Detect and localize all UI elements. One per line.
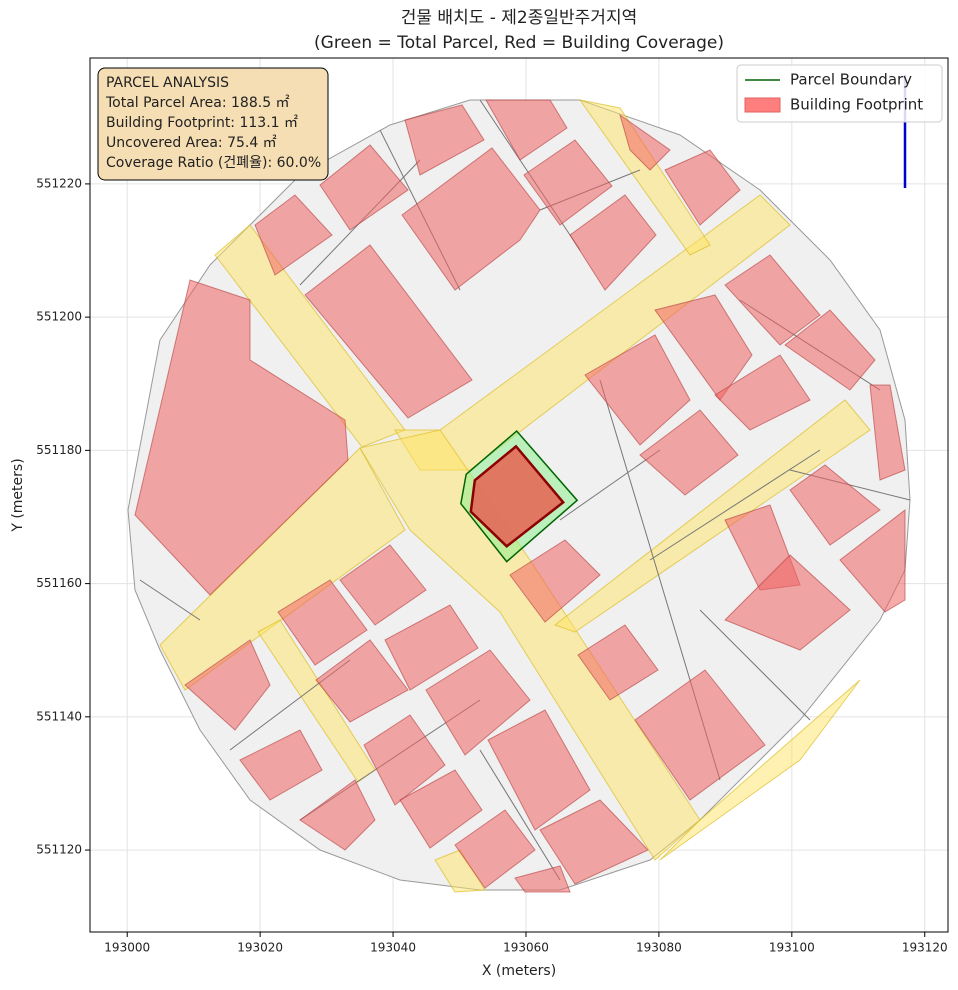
legend-box — [736, 64, 943, 123]
plot-area — [90, 58, 948, 932]
road — [359, 429, 701, 861]
y-tick-label: 551120 — [36, 843, 82, 857]
x-axis-label: X (meters) — [482, 963, 556, 979]
x-tick-label: 193080 — [636, 941, 682, 955]
buildings — [134, 99, 906, 893]
y-axis-label: Y (meters) — [10, 458, 26, 532]
x-tick-label: 193040 — [370, 941, 416, 955]
y-tick-label: 551160 — [36, 576, 82, 590]
building-polygon — [469, 444, 565, 548]
legend-label: Building Footprint — [790, 96, 923, 114]
marks — [460, 429, 579, 563]
y-tick-label: 551200 — [36, 310, 82, 324]
road — [434, 849, 486, 893]
x-tick-label: 193000 — [104, 941, 150, 955]
plot-frame — [89, 57, 949, 933]
legend: Parcel Boundary Building Footprint — [736, 64, 943, 123]
annotation: PARCEL ANALYSIS Total Parcel Area: 188.5 … — [97, 67, 329, 181]
axes: 193000 193020 193040 193060 193080 193100 1931… — [36, 176, 947, 954]
annotation-line: PARCEL ANALYSIS — [106, 75, 229, 91]
x-tick-label: 193100 — [769, 941, 815, 955]
y-tick-label: 551220 — [36, 176, 82, 190]
chart-title: 건물 배치도 - 제2종일반주거지역 — [401, 8, 637, 28]
legend-label: Parcel Boundary — [790, 71, 912, 89]
y-tick-label: 551180 — [36, 443, 82, 457]
road — [659, 679, 861, 861]
annotation-line: Uncovered Area: 75.4 ㎡ — [106, 135, 277, 151]
road — [578, 99, 711, 256]
annotation-line: Building Footprint: 113.1 ㎡ — [106, 115, 298, 131]
x-tick-label: 193020 — [237, 941, 283, 955]
y-tick-label: 551140 — [36, 709, 82, 723]
annotation-box — [97, 67, 329, 181]
road — [553, 399, 871, 633]
chart-subtitle: (Green = Total Parcel, Red = Building Co… — [314, 33, 724, 53]
annotation-line: Coverage Ratio (건폐율): 60.0% — [106, 155, 321, 171]
legend-swatch — [744, 97, 781, 113]
annotation-line: Total Parcel Area: 188.5 ㎡ — [105, 95, 290, 111]
x-tick-label: 193060 — [503, 941, 549, 955]
x-tick-label: 193120 — [902, 941, 948, 955]
